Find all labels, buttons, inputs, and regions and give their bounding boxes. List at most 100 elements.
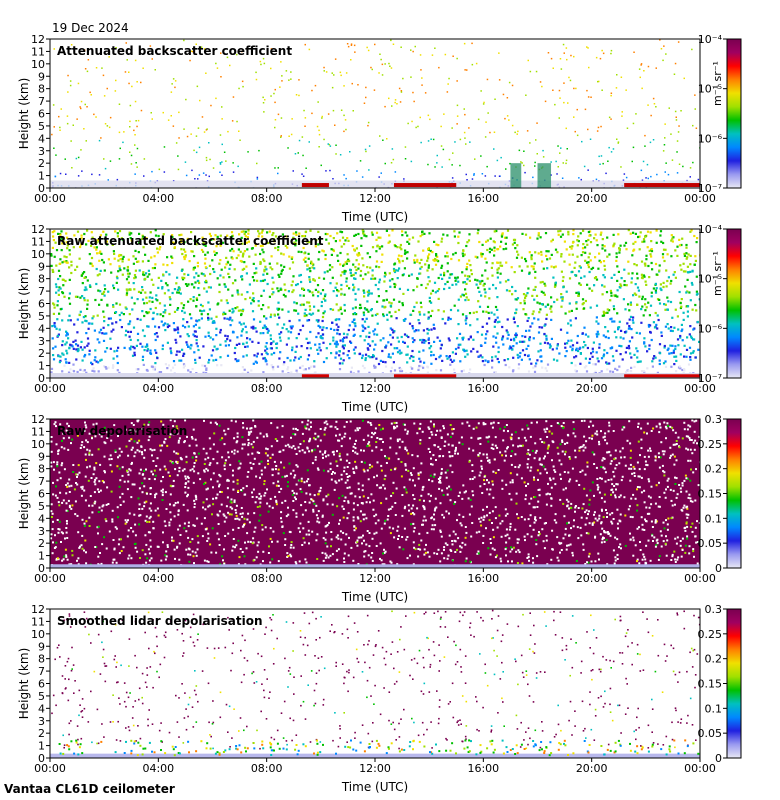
y-tick-label: 9 (38, 260, 45, 273)
x-tick-label: 16:00 (467, 382, 499, 395)
y-tick-label: 8 (38, 83, 45, 96)
x-tick-label: 00:00 (684, 382, 716, 395)
y-tick-label: 5 (38, 690, 45, 703)
y-tick-label: 8 (38, 463, 45, 476)
y-tick-label: 2 (38, 537, 45, 550)
x-axis-label: Time (UTC) (341, 400, 408, 414)
x-tick-label: 04:00 (142, 762, 174, 775)
colorbar-tick-label: 0 (715, 562, 722, 575)
colorbar-tick-label: 0.3 (705, 413, 723, 426)
x-tick-label: 00:00 (34, 762, 66, 775)
y-axis-label: Height (km) (17, 458, 31, 529)
x-tick-label: 12:00 (359, 192, 391, 205)
panel-2: Raw attenuated backscatter coefficient01… (17, 223, 742, 414)
y-tick-label: 4 (38, 702, 45, 715)
x-tick-label: 20:00 (576, 382, 608, 395)
colorbar (726, 418, 742, 569)
colorbar-tick-label: 10⁻⁶ (698, 132, 723, 145)
colorbar-tick-label: 10⁻⁷ (698, 182, 722, 195)
footer-label: Vantaa CL61D ceilometer (4, 782, 175, 796)
panel-title: Attenuated backscatter coefficient (57, 44, 292, 58)
date-label: 19 Dec 2024 (52, 21, 129, 35)
colorbar-tick-label: 0.2 (705, 653, 723, 666)
y-tick-label: 12 (31, 603, 45, 616)
panel-title: Smoothed lidar depolarisation (57, 614, 263, 628)
y-tick-label: 5 (38, 120, 45, 133)
x-tick-label: 00:00 (34, 382, 66, 395)
y-tick-label: 7 (38, 95, 45, 108)
heatmap-field (50, 229, 700, 378)
x-tick-label: 00:00 (34, 572, 66, 585)
x-tick-label: 04:00 (142, 192, 174, 205)
y-tick-label: 9 (38, 70, 45, 83)
x-tick-label: 00:00 (34, 192, 66, 205)
colorbar-tick-label: 0.05 (698, 537, 723, 550)
y-tick-label: 2 (38, 727, 45, 740)
colorbar-tick-label: 10⁻⁵ (698, 83, 722, 96)
y-tick-label: 12 (31, 413, 45, 426)
y-axis-label: Height (km) (17, 78, 31, 149)
colorbar-tick-label: 10⁻⁶ (698, 322, 723, 335)
y-tick-label: 2 (38, 157, 45, 170)
colorbar (726, 608, 742, 759)
y-tick-label: 9 (38, 450, 45, 463)
x-tick-label: 20:00 (576, 192, 608, 205)
y-tick-label: 12 (31, 33, 45, 46)
x-tick-label: 04:00 (142, 382, 174, 395)
colorbar-label: m⁻¹ sr⁻¹ (711, 61, 724, 106)
y-tick-label: 8 (38, 653, 45, 666)
y-tick-label: 6 (38, 678, 45, 691)
y-tick-label: 10 (31, 438, 45, 451)
x-tick-label: 12:00 (359, 572, 391, 585)
x-tick-label: 00:00 (684, 762, 716, 775)
colorbar-tick-label: 10⁻⁷ (698, 372, 722, 385)
y-tick-label: 6 (38, 488, 45, 501)
y-tick-label: 5 (38, 310, 45, 323)
x-tick-label: 00:00 (684, 572, 716, 585)
colorbar-tick-label: 0.05 (698, 727, 723, 740)
y-tick-label: 0 (38, 562, 45, 575)
y-tick-label: 5 (38, 500, 45, 513)
colorbar-tick-label: 0.3 (705, 603, 723, 616)
y-tick-label: 7 (38, 665, 45, 678)
y-tick-label: 0 (38, 752, 45, 765)
y-tick-label: 11 (31, 425, 45, 438)
colorbar-label: m⁻¹ sr⁻¹ (711, 251, 724, 296)
x-tick-label: 12:00 (359, 382, 391, 395)
y-tick-label: 7 (38, 475, 45, 488)
y-tick-label: 1 (38, 550, 45, 563)
x-tick-label: 16:00 (467, 572, 499, 585)
y-tick-label: 3 (38, 715, 45, 728)
y-tick-label: 3 (38, 145, 45, 158)
y-tick-label: 1 (38, 740, 45, 753)
x-tick-label: 20:00 (576, 762, 608, 775)
y-tick-label: 7 (38, 285, 45, 298)
y-tick-label: 1 (38, 170, 45, 183)
x-tick-label: 08:00 (251, 382, 283, 395)
y-tick-label: 12 (31, 223, 45, 236)
panel-4: Smoothed lidar depolarisation01234567891… (17, 603, 742, 794)
colorbar-tick-label: 0.1 (705, 512, 723, 525)
colorbar-tick-label: 0.25 (698, 438, 723, 451)
y-tick-label: 6 (38, 108, 45, 121)
y-tick-label: 11 (31, 615, 45, 628)
colorbar-tick-label: 10⁻⁴ (698, 223, 723, 236)
colorbar-tick-label: 0.15 (698, 488, 723, 501)
y-tick-label: 4 (38, 512, 45, 525)
x-tick-label: 08:00 (251, 192, 283, 205)
y-tick-label: 10 (31, 628, 45, 641)
colorbar-tick-label: 0.2 (705, 463, 723, 476)
plot-area (50, 609, 700, 758)
plot-area (50, 39, 700, 188)
y-tick-label: 4 (38, 322, 45, 335)
colorbar-tick-label: 0 (715, 752, 722, 765)
y-axis-label: Height (km) (17, 648, 31, 719)
colorbar (726, 38, 742, 189)
y-axis-label: Height (km) (17, 268, 31, 339)
x-axis-label: Time (UTC) (341, 590, 408, 604)
panel-title: Raw attenuated backscatter coefficient (57, 234, 324, 248)
x-tick-label: 16:00 (467, 192, 499, 205)
y-tick-label: 3 (38, 525, 45, 538)
panels: Attenuated backscatter coefficient012345… (17, 33, 742, 794)
